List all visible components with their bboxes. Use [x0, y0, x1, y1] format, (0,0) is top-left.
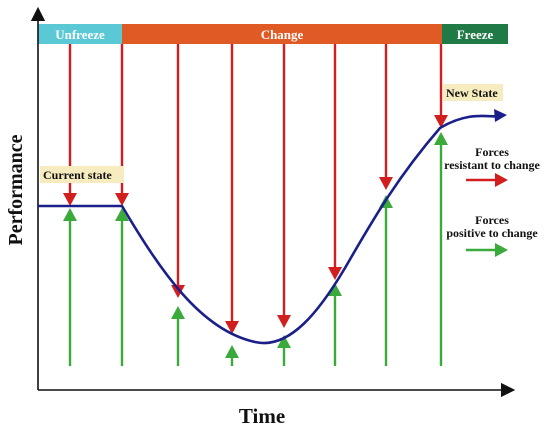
force-arrows: [63, 44, 448, 366]
freeze-phase-label: Freeze: [457, 27, 494, 42]
legend: Forces resistant to change Forces positi…: [444, 145, 541, 257]
resistant-force-arrow: [328, 44, 342, 280]
change-phase-label: Change: [261, 27, 304, 42]
freeze-phase-bar: [442, 24, 508, 44]
legend-resistant-arrow: [466, 173, 508, 187]
new-state-label-bg: [443, 84, 503, 101]
legend-resistant-line1: Forces: [475, 145, 509, 159]
positive-force-arrow: [63, 208, 77, 366]
positive-force-arrow: [171, 306, 185, 366]
new-state-label: New State: [446, 86, 498, 100]
resistant-force-arrow: [277, 44, 291, 328]
positive-force-arrow: [379, 195, 393, 366]
resistant-force-arrow: [434, 44, 448, 128]
legend-resistant-line2: resistant to change: [444, 158, 540, 172]
resistant-force-arrow: [225, 44, 239, 334]
legend-positive-line1: Forces: [475, 213, 509, 227]
current-state-label-bg: [40, 166, 124, 183]
unfreeze-phase-label: Unfreeze: [55, 27, 105, 42]
change-phase-bar: [122, 24, 442, 44]
resistant-force-arrow: [379, 44, 393, 190]
unfreeze-phase-bar: [38, 24, 122, 44]
x-axis-label: Time: [239, 404, 285, 428]
legend-positive-arrow: [466, 243, 508, 257]
positive-force-arrow: [434, 132, 448, 366]
positive-force-arrow: [225, 345, 239, 366]
positive-force-arrow: [328, 283, 342, 366]
positive-force-arrow: [115, 208, 129, 366]
current-state-label: Current state: [43, 168, 112, 182]
positive-force-arrow: [277, 335, 291, 366]
y-axis-label: Performance: [5, 134, 27, 245]
resistant-force-arrow: [171, 44, 185, 298]
performance-curve: [38, 114, 501, 345]
legend-positive-line2: positive to change: [446, 226, 538, 240]
phase-bar: Unfreeze Change Freeze: [38, 24, 508, 44]
curve-arrowhead: [494, 109, 507, 122]
